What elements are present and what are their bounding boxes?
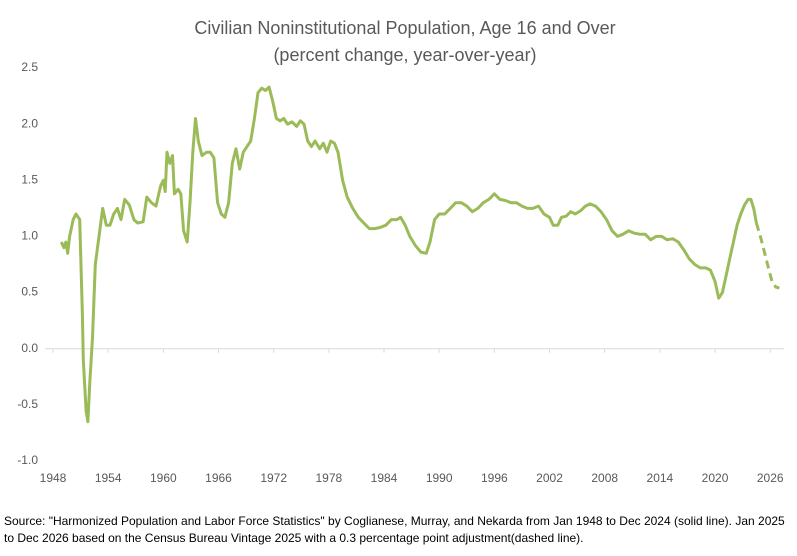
- source-note: Source: "Harmonized Population and Labor…: [4, 514, 785, 545]
- x-tick-label: 2002: [536, 471, 563, 485]
- y-tick-label: 1.5: [21, 172, 38, 186]
- x-tick-label: 2014: [647, 471, 674, 485]
- y-tick-label: -1.0: [17, 453, 38, 467]
- line-series: [59, 85, 758, 424]
- x-tick-label: 1984: [371, 471, 398, 485]
- chart-subtitle: (percent change, year-over-year): [273, 45, 536, 65]
- x-tick-label: 1954: [95, 471, 122, 485]
- y-tick-label: -0.5: [17, 397, 38, 411]
- chart: Civilian Noninstitutional Population, Ag…: [17, 18, 784, 485]
- x-tick-label: 1960: [150, 471, 177, 485]
- chart-title: Civilian Noninstitutional Population, Ag…: [194, 18, 615, 38]
- x-tick-label: 2020: [702, 471, 729, 485]
- y-tick-label: 1.0: [21, 229, 38, 243]
- x-tick-label: 1990: [426, 471, 453, 485]
- x-tick-label: 1972: [260, 471, 287, 485]
- x-tick-label: 1996: [481, 471, 508, 485]
- y-tick-label: 0.5: [21, 285, 38, 299]
- line-series: [754, 222, 780, 290]
- x-tick-label: 2008: [591, 471, 618, 485]
- x-tick-label: 2026: [757, 471, 784, 485]
- y-tick-label: 2.0: [21, 116, 38, 130]
- y-tick-label: 0.0: [21, 341, 38, 355]
- x-tick-label: 1948: [40, 471, 67, 485]
- y-tick-label: 2.5: [21, 60, 38, 74]
- x-tick-label: 1978: [315, 471, 342, 485]
- x-tick-label: 1966: [205, 471, 232, 485]
